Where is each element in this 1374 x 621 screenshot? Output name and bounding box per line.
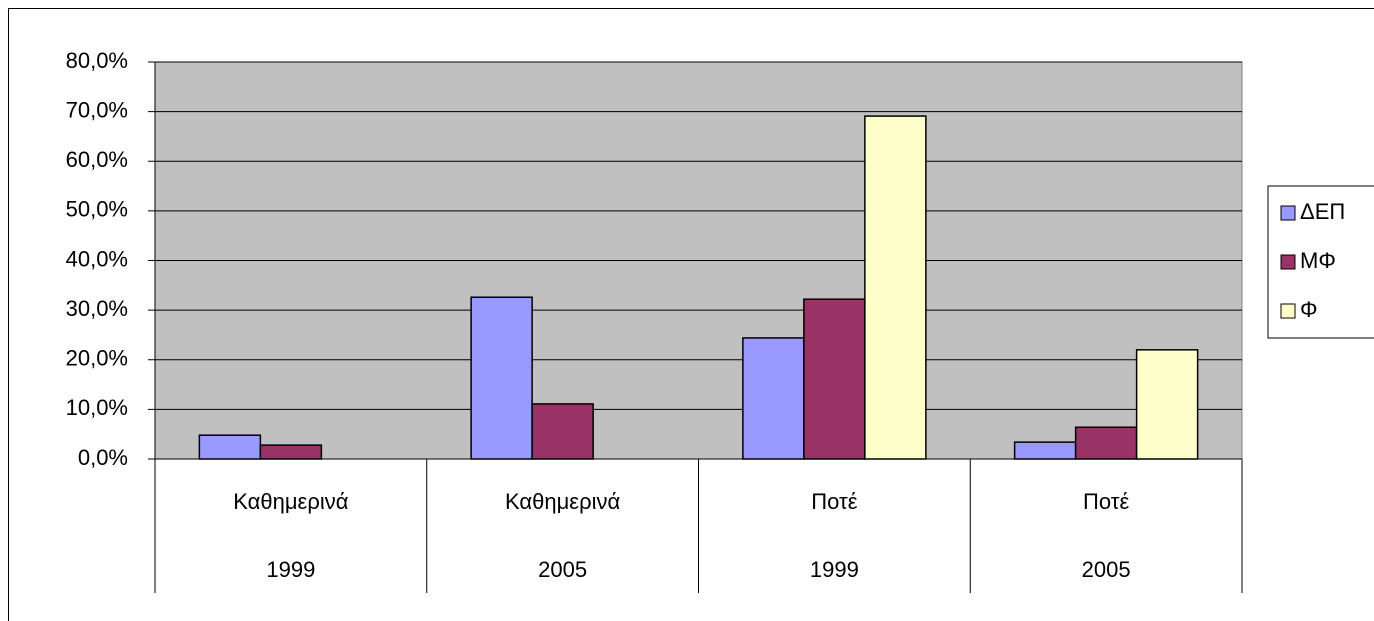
bar (531, 403, 594, 460)
bar (1013, 441, 1077, 460)
y-tick-label: 80,0% (66, 48, 128, 73)
x-tick-sublabel: 1999 (810, 557, 859, 582)
bar (259, 444, 323, 460)
x-tick-label: Καθημερινά (505, 489, 620, 514)
legend-label: Φ (1300, 297, 1318, 322)
bar (198, 434, 262, 460)
y-tick-label: 50,0% (66, 197, 128, 222)
legend-swatch (1280, 303, 1296, 319)
x-tick-label: Ποτέ (811, 489, 858, 514)
bar (864, 115, 927, 460)
x-tick-sublabel: 2005 (538, 557, 587, 582)
y-tick-label: 70,0% (66, 97, 128, 122)
y-tick-label: 20,0% (66, 346, 128, 371)
x-tick-label: Καθημερινά (233, 489, 348, 514)
y-tick-label: 60,0% (66, 147, 128, 172)
y-tick-label: 40,0% (66, 246, 128, 271)
bar (470, 296, 533, 460)
bar (1074, 426, 1138, 460)
y-tick-label: 0,0% (78, 445, 128, 470)
y-tick-label: 30,0% (66, 296, 128, 321)
x-tick-sublabel: 1999 (266, 557, 315, 582)
legend-label: ΔΕΠ (1300, 199, 1345, 224)
x-tick-label: Ποτέ (1083, 489, 1130, 514)
legend-swatch (1280, 205, 1296, 221)
bar (803, 298, 866, 460)
legend-label: ΜΦ (1300, 248, 1336, 273)
x-tick-sublabel: 2005 (1082, 557, 1131, 582)
bar (1135, 349, 1199, 460)
y-tick-label: 10,0% (66, 395, 128, 420)
bar (742, 337, 805, 460)
legend-swatch (1280, 254, 1296, 270)
